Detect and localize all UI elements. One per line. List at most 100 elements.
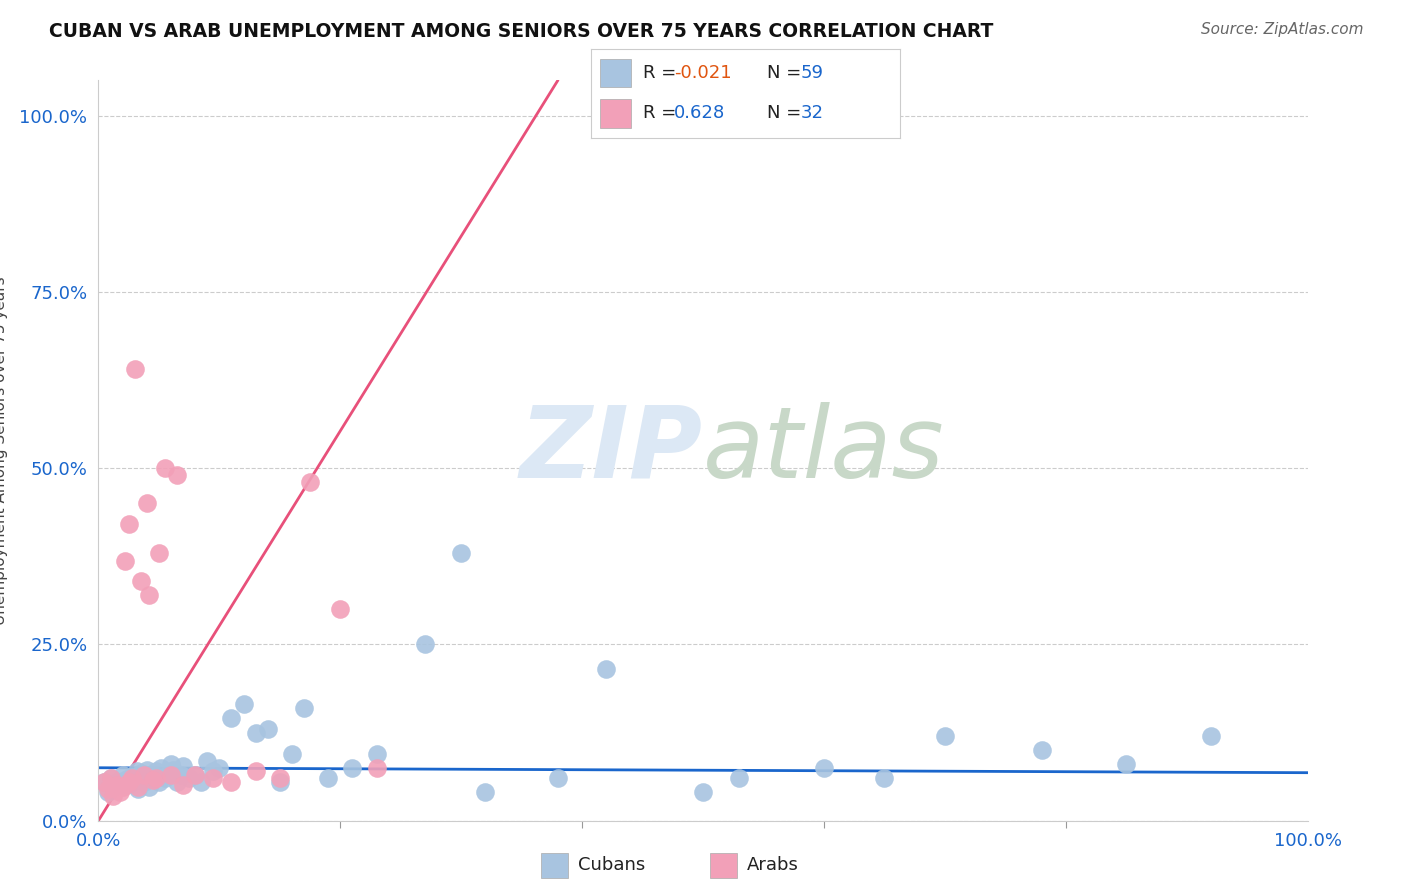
Point [134,768,156,782]
Y-axis label: Unemployment Among Seniors over 75 years: Unemployment Among Seniors over 75 years [0,277,8,624]
Text: N =: N = [766,64,807,82]
Point [813,761,835,775]
Point [166,775,188,789]
Point [221,711,243,725]
Text: Source: ZipAtlas.com: Source: ZipAtlas.com [1201,22,1364,37]
Point [157,765,180,780]
Point [166,468,188,483]
Point [595,662,617,676]
FancyBboxPatch shape [600,59,631,87]
Point [127,764,149,779]
Point [316,772,339,786]
Point [105,775,128,789]
Point [281,747,304,761]
Point [148,546,170,560]
Text: atlas: atlas [703,402,945,499]
Point [299,475,322,490]
Point [111,768,134,782]
Point [111,780,134,794]
Point [245,725,267,739]
Point [127,780,149,794]
Point [145,764,167,779]
Point [150,761,173,775]
Point [108,785,131,799]
Text: N =: N = [766,104,807,122]
Text: ZIP: ZIP [520,402,703,499]
Text: R =: R = [643,104,682,122]
Point [148,775,170,789]
Point [97,785,120,799]
Point [172,758,194,772]
Point [190,775,212,789]
Point [269,775,291,789]
Point [256,722,278,736]
Point [1031,743,1053,757]
Text: 32: 32 [801,104,824,122]
Point [153,461,176,475]
Point [129,574,152,588]
Point [232,698,254,712]
Point [105,778,128,792]
Point [195,754,218,768]
Point [145,772,167,786]
Text: Cubans: Cubans [578,856,645,874]
Point [474,785,496,799]
Point [108,778,131,792]
Point [118,772,141,786]
Point [93,775,115,789]
Point [135,763,157,777]
Point [97,781,120,796]
Point [329,602,352,616]
Text: Arabs: Arabs [747,856,799,874]
Point [162,763,184,777]
Point [179,772,201,786]
Point [547,772,569,786]
Point [160,768,183,782]
Text: CUBAN VS ARAB UNEMPLOYMENT AMONG SENIORS OVER 75 YEARS CORRELATION CHART: CUBAN VS ARAB UNEMPLOYMENT AMONG SENIORS… [49,22,994,41]
Point [142,768,165,782]
Point [135,772,157,786]
Point [413,637,436,651]
Point [100,772,122,786]
Point [934,729,956,743]
FancyBboxPatch shape [600,99,631,128]
Point [269,772,291,786]
Point [184,768,207,782]
Point [100,772,122,786]
Point [692,785,714,799]
Point [208,761,231,775]
Point [138,588,160,602]
Point [118,517,141,532]
Point [202,764,225,779]
Point [1199,729,1222,743]
Point [118,777,141,791]
Point [184,768,207,782]
Point [172,778,194,792]
Text: -0.021: -0.021 [673,64,731,82]
Point [101,789,124,803]
Point [160,757,183,772]
Point [728,772,751,786]
Point [366,747,388,761]
Point [169,768,191,782]
Point [124,362,146,376]
Point [121,770,143,784]
Point [135,496,157,510]
Text: 0.628: 0.628 [673,104,725,122]
Point [366,761,388,775]
Point [114,772,136,787]
Point [142,772,165,787]
FancyBboxPatch shape [710,853,737,878]
Point [221,775,243,789]
Point [153,772,176,786]
Point [342,761,364,775]
Point [134,775,156,789]
Point [245,764,267,779]
Point [114,554,136,568]
Point [121,772,143,786]
Point [101,780,124,794]
Point [124,772,146,787]
Point [127,781,149,796]
Point [450,546,472,560]
FancyBboxPatch shape [541,853,568,878]
